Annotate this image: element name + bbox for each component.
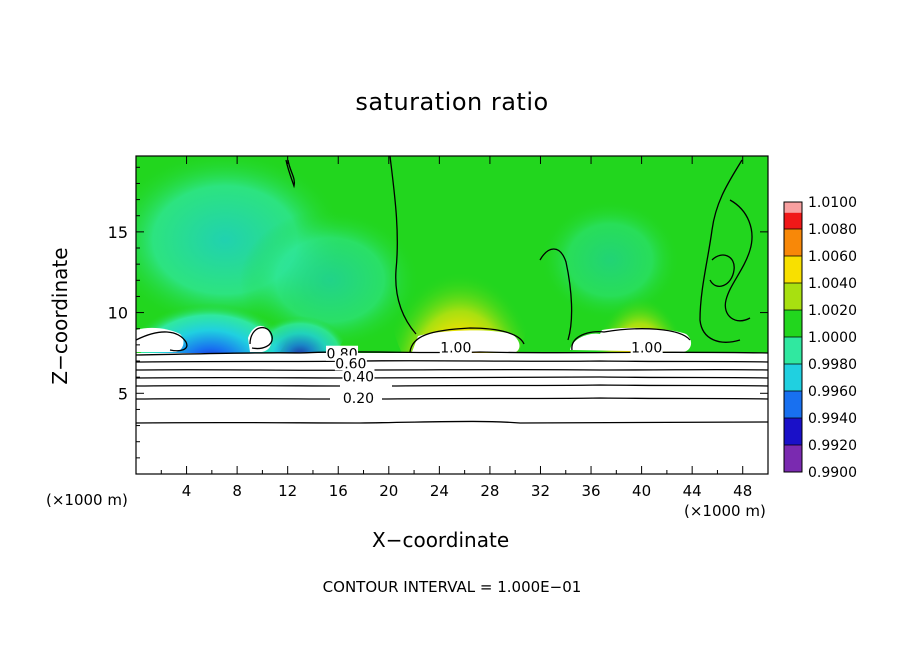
- cloud-blank-1: [136, 327, 184, 352]
- x-tick-label: 20: [379, 482, 398, 500]
- colorbar-label: 0.9920: [808, 438, 857, 454]
- contour-070: [136, 360, 768, 363]
- contour-020: [136, 397, 768, 400]
- contour-cloud-2: [249, 326, 273, 350]
- x-tick-label: 28: [480, 482, 499, 500]
- contour-050: [136, 376, 768, 379]
- colorbar-band: [784, 202, 802, 213]
- plot-frame: [135, 155, 769, 475]
- x-tick-label: 48: [733, 482, 752, 500]
- chart-title: saturation ratio: [355, 88, 549, 116]
- colorbar-band: [784, 310, 802, 337]
- y-axis-label: Z−coordinate: [48, 247, 72, 385]
- contour-label-bg: [342, 390, 375, 406]
- x-tick-label: 4: [182, 482, 192, 500]
- colorbar-label: 0.9940: [808, 411, 857, 427]
- contour-040: [136, 384, 768, 387]
- colorbar-band: [784, 229, 802, 256]
- contour-upper-5: [724, 199, 753, 322]
- x-tick-label: 24: [430, 482, 449, 500]
- x-tick-label: 32: [531, 482, 550, 500]
- colorbar-label: 0.9960: [808, 384, 857, 400]
- contour-label: 0.40: [343, 369, 374, 385]
- colorbar-label: 1.0080: [808, 222, 857, 238]
- contour-label-layer: 0.800.600.400.201.00 1.00: [326, 339, 663, 407]
- contour-label-bg: [334, 355, 367, 371]
- field-layer: [136, 156, 768, 474]
- x-tick-label: 36: [581, 482, 600, 500]
- colorbar-label: 1.0020: [808, 303, 857, 319]
- colorbar-band: [784, 337, 802, 364]
- contour-interval-note: CONTOUR INTERVAL = 1.000E−01: [322, 578, 582, 596]
- field-lower-blank: [136, 353, 768, 474]
- y-tick-label: 15: [108, 223, 128, 242]
- x-tick-label: 44: [683, 482, 702, 500]
- colorbar-label: 1.0040: [808, 276, 857, 292]
- contour-label: 0.20: [343, 391, 374, 407]
- x-tick-label: 12: [278, 482, 297, 500]
- x-axis-label: X−coordinate: [372, 528, 510, 552]
- contour-upper-6: [709, 254, 735, 287]
- contour-060: [136, 368, 768, 371]
- contour-upper-3: [285, 159, 296, 189]
- x-tick-label: 40: [632, 482, 651, 500]
- contour-label-bg: [342, 368, 375, 384]
- contour-label-bg: [630, 339, 663, 355]
- colorbar-band: [784, 418, 802, 445]
- colorbar-label: 1.0000: [808, 330, 857, 346]
- contour-upper-4: [699, 159, 743, 343]
- colorbar-band: [784, 391, 802, 418]
- x-unit-label-right: (×1000 m): [684, 502, 766, 520]
- y-axis: 5 10 15: [108, 166, 768, 459]
- colorbar-band: [784, 283, 802, 310]
- contour-label-bg: [439, 339, 472, 355]
- colorbar-label: 1.0060: [808, 249, 857, 265]
- x-unit-label-left: (×1000 m): [46, 491, 128, 509]
- y-tick-label: 5: [118, 384, 128, 403]
- colorbar: 0.9900 0.9920 0.9940 0.9960 0.9980 1.0000 1.00…: [783, 195, 857, 481]
- colorbar-band: [784, 256, 802, 283]
- contour-010: [136, 420, 768, 424]
- colorbar-band: [784, 364, 802, 391]
- colorbar-band: [784, 445, 802, 472]
- contour-upper-2: [539, 248, 573, 341]
- y-tick-label: 10: [108, 304, 128, 323]
- contour-upper-1: [389, 156, 417, 335]
- x-tick-label: 16: [329, 482, 348, 500]
- contour-cloud-3: [409, 327, 525, 353]
- colorbar-label: 1.0100: [808, 195, 857, 211]
- contour-cloud-1: [136, 331, 188, 352]
- contour-label: 1.00: [440, 340, 471, 356]
- field-cool-core-2: [255, 295, 345, 365]
- contour-cloud-4: [571, 328, 691, 351]
- x-tick-label: 8: [232, 482, 242, 500]
- x-axis: 4 8 12 16 20 24 28 32 36 40 44 48: [160, 156, 752, 500]
- contour-label: 1.00: [631, 340, 662, 356]
- colorbar-label: 0.9900: [808, 465, 857, 481]
- contour-lines: [136, 156, 768, 424]
- colorbar-label: 0.9980: [808, 357, 857, 373]
